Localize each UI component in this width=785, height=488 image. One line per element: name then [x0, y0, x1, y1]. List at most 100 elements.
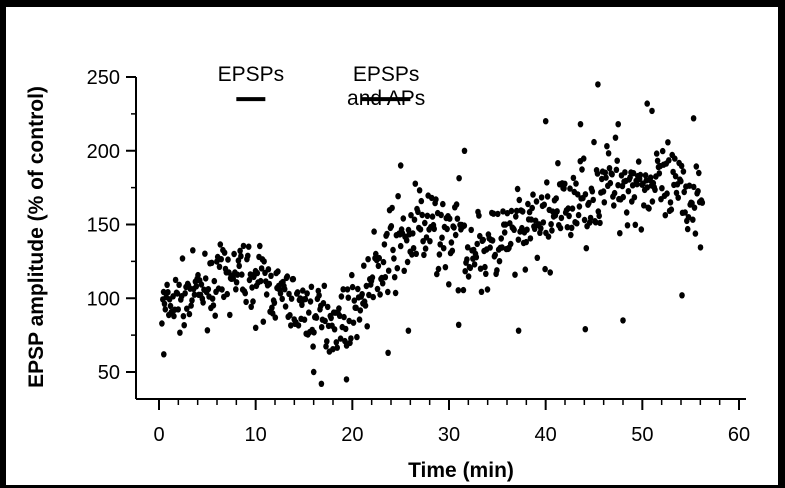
data-point	[355, 285, 361, 293]
data-point	[547, 269, 553, 276]
data-point	[313, 314, 320, 321]
data-point	[211, 277, 218, 285]
data-point	[582, 326, 589, 333]
data-point	[620, 193, 626, 201]
data-point	[507, 240, 514, 248]
data-point	[164, 281, 170, 288]
data-point	[473, 254, 480, 261]
data-point	[515, 327, 522, 334]
data-point	[508, 207, 515, 215]
data-point	[321, 282, 328, 289]
data-point	[212, 312, 218, 319]
data-point	[392, 289, 399, 297]
data-point	[433, 196, 439, 203]
data-point	[690, 216, 696, 223]
data-point	[409, 251, 415, 258]
data-point	[630, 170, 637, 177]
data-point	[597, 219, 603, 227]
data-point	[595, 81, 601, 88]
data-point	[555, 160, 561, 167]
data-point	[240, 242, 247, 250]
data-point	[678, 178, 684, 185]
data-point	[649, 107, 655, 115]
data-point	[570, 174, 577, 182]
data-point	[371, 228, 377, 235]
data-point	[502, 221, 509, 228]
data-point	[323, 343, 329, 350]
data-point	[692, 230, 699, 237]
data-point	[496, 258, 503, 265]
data-point	[659, 147, 666, 155]
data-point	[334, 344, 341, 351]
x-tick-label-0: 0	[153, 424, 164, 446]
data-point	[388, 223, 395, 230]
data-point	[622, 169, 628, 176]
data-point	[611, 189, 618, 197]
data-point	[467, 264, 474, 272]
data-point	[589, 188, 596, 195]
data-point	[576, 203, 583, 210]
data-point	[167, 302, 174, 310]
data-point	[376, 254, 383, 262]
data-point	[439, 234, 445, 241]
x-tick-label-30: 30	[438, 424, 460, 446]
data-point	[623, 209, 630, 216]
data-point	[245, 243, 252, 250]
data-point	[581, 216, 588, 224]
data-point	[224, 290, 230, 298]
data-point	[647, 174, 654, 181]
data-point	[672, 155, 678, 162]
data-point	[638, 226, 645, 233]
data-point	[281, 286, 288, 293]
data-point	[612, 134, 619, 141]
data-point	[527, 235, 534, 242]
data-point	[422, 245, 429, 252]
data-point	[690, 183, 697, 191]
data-point	[411, 216, 418, 223]
data-point	[375, 262, 382, 270]
data-point	[243, 298, 249, 306]
data-point	[494, 267, 500, 274]
data-point	[684, 225, 691, 233]
data-point	[461, 147, 468, 154]
data-point	[252, 324, 259, 331]
data-point	[176, 281, 182, 288]
data-point	[513, 207, 520, 215]
data-point	[417, 226, 424, 233]
data-point	[558, 214, 565, 222]
data-point	[568, 231, 574, 239]
data-point	[625, 188, 632, 195]
data-point	[500, 208, 506, 215]
data-point	[594, 170, 601, 177]
data-point	[269, 304, 275, 311]
data-point	[295, 322, 302, 329]
data-point	[602, 169, 608, 176]
data-point	[310, 343, 316, 350]
data-point	[662, 212, 669, 219]
data-point	[245, 252, 251, 259]
data-point	[680, 168, 687, 175]
data-point	[579, 166, 585, 173]
data-point	[304, 290, 310, 297]
data-point	[533, 198, 540, 205]
data-point	[349, 271, 355, 279]
data-point	[549, 227, 555, 234]
data-point	[288, 322, 294, 329]
y-tick-label-250: 250	[87, 67, 120, 89]
data-point	[591, 138, 597, 146]
y-tick-label-150: 150	[87, 215, 120, 237]
data-point	[464, 256, 470, 263]
data-point	[446, 281, 452, 288]
data-point	[553, 195, 559, 202]
data-point	[499, 244, 505, 251]
data-point	[258, 265, 265, 272]
data-point	[456, 175, 462, 182]
y-tick-label-100: 100	[87, 288, 120, 310]
data-point	[652, 186, 658, 193]
data-point	[290, 275, 297, 283]
data-point	[613, 166, 620, 173]
data-point	[279, 295, 286, 303]
data-point	[202, 275, 209, 282]
data-point	[659, 185, 665, 192]
